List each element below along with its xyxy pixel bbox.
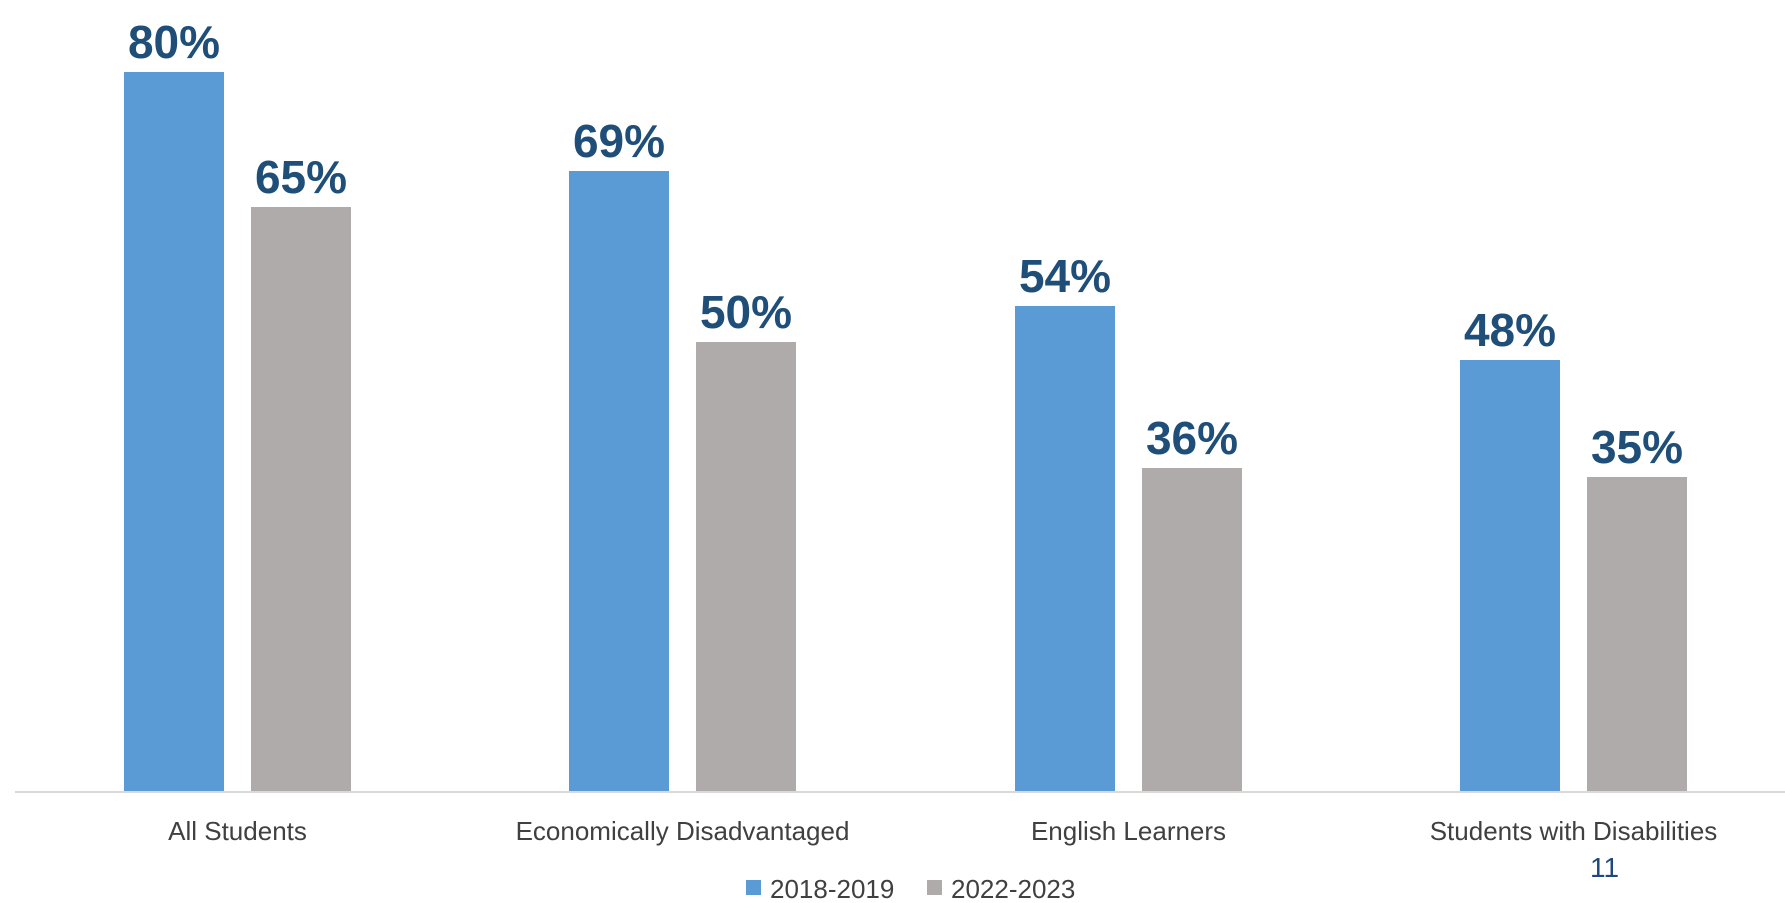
value-label-english-learners-2022-2023: 36% [1146, 412, 1238, 464]
category-label-students-with-disabilities: Students with Disabilities [1430, 816, 1718, 846]
bar-english-learners-2018-2019 [1015, 306, 1115, 792]
category-label-economically-disadvantaged: Economically Disadvantaged [516, 816, 850, 846]
category-labels-group: All Students Economically Disadvantaged En… [168, 816, 1717, 846]
bar-students-with-disabilities-2022-2023 [1587, 477, 1687, 792]
value-label-students-with-disabilities-2022-2023: 35% [1591, 421, 1683, 473]
category-label-all-students: All Students [168, 816, 307, 846]
bar-english-learners-2022-2023 [1142, 468, 1242, 792]
value-label-economically-disadvantaged-2022-2023: 50% [700, 286, 792, 338]
value-label-economically-disadvantaged-2018-2019: 69% [573, 115, 665, 167]
page-number: 11 [1590, 852, 1620, 883]
legend-label-2018-2019: 2018-2019 [770, 874, 894, 903]
value-label-all-students-2022-2023: 65% [255, 151, 347, 203]
bar-all-students-2018-2019 [124, 72, 224, 792]
value-label-all-students-2018-2019: 80% [128, 16, 220, 68]
bar-students-with-disabilities-2018-2019 [1460, 360, 1560, 792]
value-labels-group: 80% 65% 69% 50% 54% 36% 48% 35% [128, 16, 1683, 473]
value-label-students-with-disabilities-2018-2019: 48% [1464, 304, 1556, 356]
bar-economically-disadvantaged-2018-2019 [569, 171, 669, 792]
bar-all-students-2022-2023 [251, 207, 351, 792]
legend: 2018-2019 2022-2023 [746, 874, 1075, 903]
legend-label-2022-2023: 2022-2023 [951, 874, 1075, 903]
value-label-english-learners-2018-2019: 54% [1019, 250, 1111, 302]
bar-economically-disadvantaged-2022-2023 [696, 342, 796, 792]
legend-swatch-2018-2019 [746, 880, 761, 895]
category-label-english-learners: English Learners [1031, 816, 1226, 846]
legend-swatch-2022-2023 [927, 880, 942, 895]
bars-group [124, 72, 1687, 792]
